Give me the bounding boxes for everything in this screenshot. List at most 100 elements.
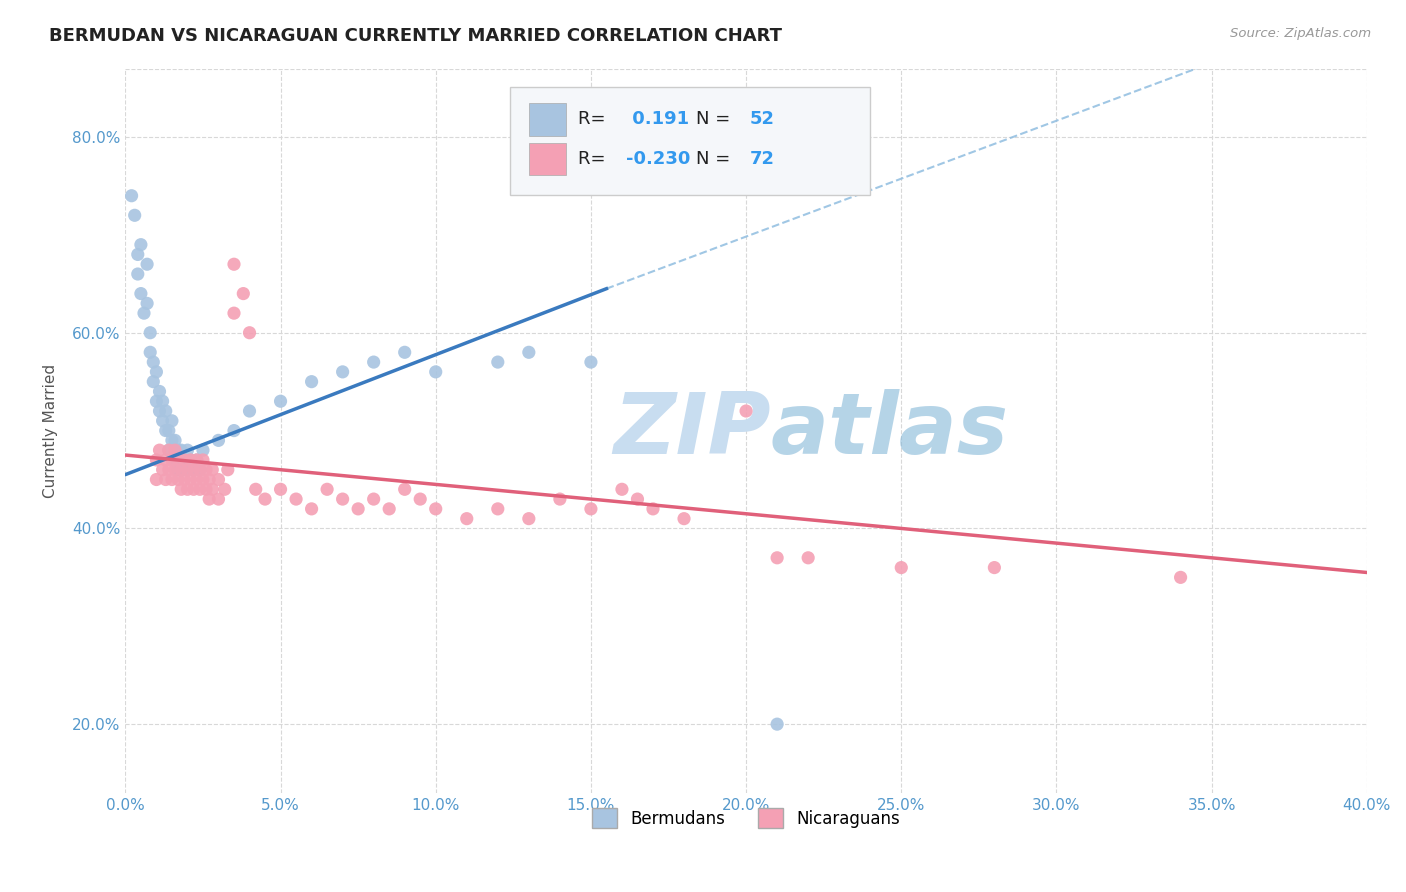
Point <box>191 473 214 487</box>
Point <box>145 473 167 487</box>
Point <box>124 208 146 222</box>
Point <box>148 443 170 458</box>
Point <box>173 453 195 467</box>
Point <box>176 443 198 458</box>
Point <box>425 365 447 379</box>
Point <box>148 404 170 418</box>
Point <box>363 492 385 507</box>
Point <box>157 424 180 438</box>
Point <box>673 511 696 525</box>
Point <box>548 492 571 507</box>
Point <box>517 511 540 525</box>
Point <box>579 355 602 369</box>
Point <box>152 394 174 409</box>
Point <box>191 453 214 467</box>
Point <box>486 355 509 369</box>
FancyBboxPatch shape <box>529 143 567 176</box>
Point <box>139 345 162 359</box>
Point <box>176 463 198 477</box>
Point <box>157 443 180 458</box>
Point <box>425 501 447 516</box>
Text: R=: R= <box>578 150 612 168</box>
Point <box>152 463 174 477</box>
Point <box>735 404 758 418</box>
Point <box>176 483 198 497</box>
Point <box>363 355 385 369</box>
Point <box>157 443 180 458</box>
Point <box>641 501 664 516</box>
Point <box>201 463 224 477</box>
Point <box>1170 570 1192 584</box>
Point <box>766 717 789 731</box>
Point <box>285 492 308 507</box>
Text: -0.230: -0.230 <box>626 150 690 168</box>
Point <box>167 453 190 467</box>
Point <box>254 492 277 507</box>
Text: BERMUDAN VS NICARAGUAN CURRENTLY MARRIED CORRELATION CHART: BERMUDAN VS NICARAGUAN CURRENTLY MARRIED… <box>49 27 782 45</box>
Text: 0.191: 0.191 <box>626 111 689 128</box>
Point <box>186 473 208 487</box>
Point <box>214 483 236 497</box>
Point <box>222 306 245 320</box>
Point <box>188 463 211 477</box>
Point <box>183 463 205 477</box>
Point <box>180 453 202 467</box>
Text: N =: N = <box>696 111 737 128</box>
Point <box>173 473 195 487</box>
Point <box>129 286 152 301</box>
Point <box>222 424 245 438</box>
Point <box>136 296 159 310</box>
Point <box>207 492 229 507</box>
Point <box>270 394 292 409</box>
Point <box>198 492 221 507</box>
Point <box>394 345 416 359</box>
Point <box>160 414 183 428</box>
Text: N =: N = <box>696 150 737 168</box>
Point <box>183 483 205 497</box>
Legend: Bermudans, Nicaraguans: Bermudans, Nicaraguans <box>585 801 907 835</box>
Point <box>163 463 186 477</box>
Point <box>579 501 602 516</box>
Point <box>517 345 540 359</box>
Point <box>170 483 193 497</box>
Point <box>163 434 186 448</box>
Point <box>155 424 177 438</box>
Point <box>152 414 174 428</box>
Point <box>155 453 177 467</box>
FancyBboxPatch shape <box>510 87 870 195</box>
Point <box>332 492 354 507</box>
Point <box>198 473 221 487</box>
Point <box>163 453 186 467</box>
Point <box>180 453 202 467</box>
Point <box>163 443 186 458</box>
Point <box>176 463 198 477</box>
Point <box>301 375 323 389</box>
Text: ZIP: ZIP <box>613 389 770 472</box>
Text: atlas: atlas <box>770 389 1010 472</box>
Point <box>167 463 190 477</box>
Y-axis label: Currently Married: Currently Married <box>44 364 58 498</box>
FancyBboxPatch shape <box>529 103 567 136</box>
Point <box>207 473 229 487</box>
Text: 72: 72 <box>749 150 775 168</box>
Point <box>183 463 205 477</box>
Point <box>232 286 254 301</box>
Point <box>160 453 183 467</box>
Point <box>270 483 292 497</box>
Point <box>170 463 193 477</box>
Point <box>797 550 820 565</box>
Point <box>155 473 177 487</box>
Point <box>201 483 224 497</box>
Point <box>207 434 229 448</box>
Point <box>890 560 912 574</box>
Point <box>139 326 162 340</box>
Point <box>626 492 648 507</box>
Point <box>155 404 177 418</box>
Point <box>378 501 401 516</box>
Point <box>610 483 633 497</box>
Point <box>222 257 245 271</box>
Point <box>173 453 195 467</box>
Point <box>127 267 149 281</box>
Point <box>238 404 260 418</box>
Point <box>238 326 260 340</box>
